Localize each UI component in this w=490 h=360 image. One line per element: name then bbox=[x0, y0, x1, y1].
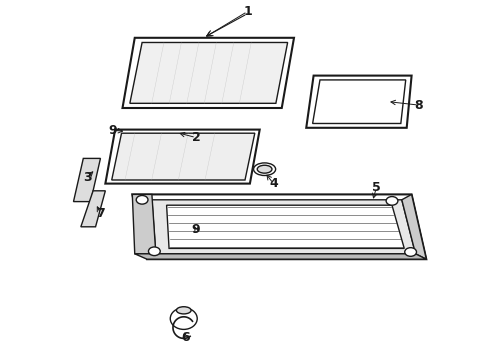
Polygon shape bbox=[167, 205, 404, 248]
Polygon shape bbox=[112, 133, 255, 180]
Polygon shape bbox=[132, 194, 426, 259]
Polygon shape bbox=[135, 254, 426, 259]
Ellipse shape bbox=[171, 308, 197, 329]
Circle shape bbox=[136, 195, 148, 204]
Text: 5: 5 bbox=[372, 181, 381, 194]
Circle shape bbox=[405, 248, 416, 256]
Polygon shape bbox=[306, 76, 412, 128]
Polygon shape bbox=[313, 80, 406, 123]
Text: 7: 7 bbox=[96, 207, 105, 220]
Text: 6: 6 bbox=[181, 331, 190, 344]
Polygon shape bbox=[132, 194, 156, 254]
Text: 1: 1 bbox=[243, 5, 252, 18]
Ellipse shape bbox=[257, 165, 272, 173]
Text: 9: 9 bbox=[108, 124, 117, 137]
Text: 9: 9 bbox=[192, 223, 200, 236]
Text: 4: 4 bbox=[269, 177, 278, 190]
Text: 3: 3 bbox=[83, 171, 92, 184]
Polygon shape bbox=[122, 38, 294, 108]
Text: 2: 2 bbox=[192, 131, 200, 144]
Text: 8: 8 bbox=[415, 99, 423, 112]
Polygon shape bbox=[74, 158, 100, 202]
Polygon shape bbox=[130, 42, 288, 103]
Polygon shape bbox=[402, 194, 426, 259]
Circle shape bbox=[148, 247, 160, 256]
Polygon shape bbox=[105, 130, 260, 184]
Ellipse shape bbox=[176, 307, 191, 314]
Polygon shape bbox=[152, 200, 416, 254]
Ellipse shape bbox=[254, 163, 275, 176]
Polygon shape bbox=[81, 191, 105, 227]
Circle shape bbox=[386, 197, 398, 205]
